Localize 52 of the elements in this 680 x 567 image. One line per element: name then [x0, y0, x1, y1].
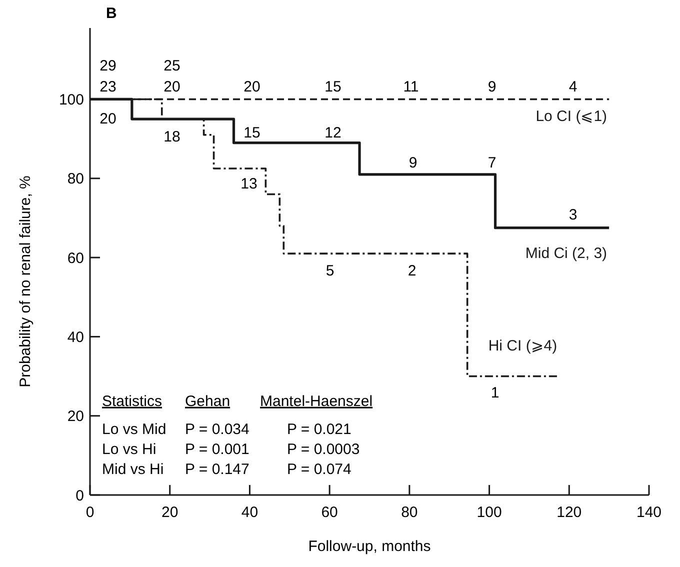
annotation: Lo vs Hi — [102, 440, 156, 458]
y-axis-title: Probability of no renal failure, % — [17, 176, 34, 388]
annotation: 7 — [488, 154, 496, 172]
annotation: 29 — [100, 57, 116, 74]
y-tick-label: 0 — [76, 487, 84, 504]
annotation: 15 — [244, 124, 260, 142]
x-tick-label: 100 — [476, 504, 502, 521]
annotation: 13 — [240, 175, 258, 192]
annotation: 11 — [403, 78, 419, 96]
y-tick-label: 40 — [67, 328, 84, 346]
annotation: 23 — [100, 78, 116, 96]
annotation: P = 0.0003 — [287, 440, 360, 458]
annotation: 9 — [488, 78, 496, 96]
x-tick-label: 140 — [636, 504, 662, 521]
annotation: Gehan — [185, 392, 230, 410]
x-axis-title: Follow-up, months — [308, 538, 431, 555]
y-tick-label: 20 — [67, 408, 84, 426]
annotation: 18 — [164, 128, 180, 146]
annotation: 4 — [568, 78, 578, 96]
annotation: P = 0.021 — [287, 420, 352, 438]
y-tick-label: 80 — [67, 170, 84, 188]
x-tick-label: 20 — [162, 504, 178, 521]
annotation: P = 0.034 — [185, 420, 250, 438]
chart-title: B — [106, 5, 117, 22]
x-tick-label: 120 — [556, 504, 582, 521]
x-tick-label: 80 — [401, 504, 418, 521]
y-tick-label: 60 — [67, 250, 84, 267]
annotation: 2 — [408, 262, 416, 280]
annotation: 20 — [244, 78, 260, 96]
annotation: 20 — [100, 110, 116, 128]
annotation: P = 0.074 — [287, 460, 352, 478]
x-tick-label: 60 — [321, 504, 338, 521]
annotation: 3 — [568, 206, 578, 224]
annotation: Statistics — [102, 392, 162, 410]
annotation: 1 — [490, 384, 500, 402]
series-label: Hi CI (⩾4) — [488, 337, 558, 354]
x-tick-label: 0 — [86, 504, 94, 521]
annotation: Mid vs Hi — [102, 460, 164, 478]
annotation: 9 — [408, 154, 418, 172]
series-label: Mid Ci (2, 3) — [525, 244, 608, 262]
series-label: Lo CI (⩽1) — [536, 108, 608, 126]
annotation: 5 — [326, 262, 334, 280]
annotation: Mantel-Haenszel — [260, 392, 373, 410]
annotation: 25 — [164, 57, 180, 74]
annotation: 12 — [324, 124, 342, 142]
annotation: 20 — [164, 78, 180, 96]
y-tick-label: 100 — [58, 91, 84, 108]
x-tick-label: 40 — [241, 504, 258, 521]
annotation: P = 0.001 — [185, 440, 250, 458]
annotation: 15 — [324, 78, 342, 96]
annotation: Lo vs Mid — [102, 420, 166, 438]
annotation: P = 0.147 — [185, 460, 250, 478]
